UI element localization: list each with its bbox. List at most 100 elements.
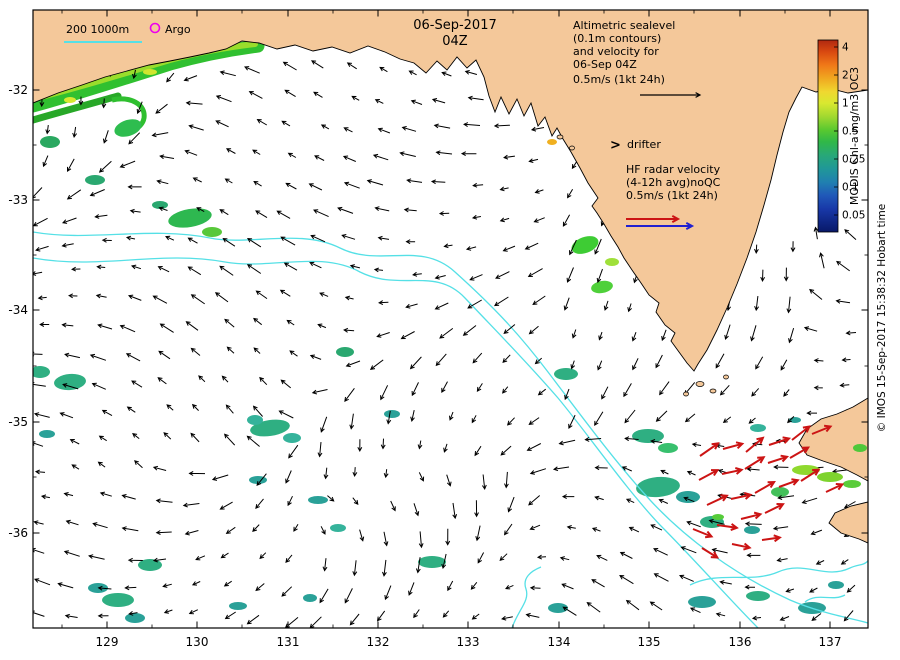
- velocity-arrow: [472, 352, 483, 364]
- chl-patch: [548, 603, 568, 613]
- velocity-arrow: [182, 502, 200, 508]
- velocity-arrow: [721, 467, 744, 475]
- argo-float-icon: [149, 22, 161, 34]
- velocity-arrow: [219, 265, 234, 276]
- velocity-arrow: [61, 322, 74, 328]
- velocity-arrow: [97, 323, 113, 330]
- land-yorke-boot: [798, 397, 868, 482]
- colorbar-gradient: [817, 39, 839, 233]
- velocity-arrow: [722, 441, 745, 450]
- velocity-arrow: [252, 149, 261, 155]
- velocity-arrow: [434, 302, 449, 310]
- velocity-arrow: [279, 289, 291, 297]
- colorbar-tick-label: 4: [842, 42, 849, 54]
- velocity-arrow: [256, 119, 268, 126]
- velocity-arrow: [683, 496, 695, 503]
- velocity-arrow: [811, 613, 822, 621]
- velocity-arrow: [71, 266, 81, 272]
- chl-patch: [605, 258, 619, 266]
- velocity-arrow: [603, 300, 609, 311]
- velocity-arrow: [59, 412, 74, 419]
- velocity-arrow: [211, 474, 229, 481]
- velocity-arrow: [40, 494, 50, 500]
- title-date: 06-Sep-2017: [413, 18, 497, 33]
- velocity-arrow: [221, 375, 229, 383]
- velocity-arrow: [253, 317, 263, 326]
- velocity-arrow: [185, 100, 203, 106]
- contour-line: [804, 594, 846, 603]
- x-tick-label: 132: [367, 635, 390, 649]
- velocity-arrow: [155, 103, 168, 114]
- velocity-arrow: [259, 376, 268, 386]
- velocity-arrow: [33, 520, 44, 525]
- velocity-arrow: [785, 588, 795, 593]
- altimetric-annotation: Altimetric sealevel (0.1m contours) and …: [573, 19, 702, 98]
- velocity-arrow: [740, 511, 763, 520]
- velocity-arrow: [751, 388, 760, 397]
- chl-patch: [229, 602, 247, 610]
- velocity-arrow: [692, 528, 714, 539]
- velocity-arrow: [430, 179, 446, 185]
- velocity-arrow: [255, 498, 264, 510]
- velocity-arrow: [61, 242, 74, 248]
- velocity-arrow: [255, 290, 268, 300]
- velocity-arrow: [314, 155, 325, 161]
- hf-line-3: 0.5m/s (1kt 24h): [626, 189, 718, 202]
- velocity-arrow: [163, 432, 172, 440]
- velocity-arrow: [71, 464, 80, 470]
- velocity-arrow: [788, 327, 795, 344]
- velocity-arrow: [532, 295, 546, 305]
- velocity-arrow: [680, 546, 697, 554]
- velocity-arrow: [280, 379, 292, 389]
- chl-patch: [85, 175, 105, 185]
- chl-patch: [688, 596, 716, 608]
- velocity-arrow: [431, 98, 446, 104]
- velocity-arrow: [285, 470, 292, 484]
- velocity-arrow: [469, 274, 483, 281]
- velocity-arrow: [750, 325, 757, 342]
- chl-patch: [308, 496, 328, 504]
- velocity-arrow: [571, 329, 577, 339]
- velocity-arrow: [476, 383, 483, 392]
- velocity-arrow: [255, 210, 268, 219]
- velocity-arrow: [344, 295, 354, 301]
- velocity-arrow: [526, 443, 542, 451]
- velocity-arrow: [223, 580, 232, 587]
- velocity-arrow: [591, 579, 605, 588]
- velocity-arrow: [284, 89, 296, 98]
- velocity-arrow: [67, 158, 75, 173]
- velocity-arrow: [225, 148, 236, 154]
- chl-patch: [547, 139, 557, 145]
- velocity-arrow: [445, 528, 451, 546]
- velocity-arrow: [594, 238, 602, 255]
- velocity-arrow: [96, 264, 106, 270]
- velocity-arrow: [246, 614, 260, 625]
- colorbar-tick-label: 2: [842, 70, 849, 82]
- velocity-arrow: [809, 288, 823, 300]
- velocity-arrow: [166, 404, 174, 411]
- velocity-arrow: [471, 214, 481, 220]
- velocity-arrow: [284, 617, 299, 628]
- velocity-arrow: [655, 410, 668, 422]
- chl-patch: [283, 433, 301, 443]
- velocity-arrow: [471, 415, 477, 424]
- velocity-arrow: [313, 91, 323, 98]
- velocity-arrow: [62, 217, 77, 224]
- velocity-arrow: [152, 295, 168, 304]
- chl-patch: [418, 556, 446, 568]
- velocity-arrow: [97, 585, 112, 591]
- velocity-arrow: [569, 239, 577, 256]
- velocity-arrow: [215, 120, 229, 128]
- velocity-arrow: [764, 503, 785, 514]
- velocity-arrow: [494, 296, 509, 307]
- velocity-arrow: [132, 69, 137, 80]
- chl-patch: [712, 514, 724, 520]
- velocity-arrow: [152, 557, 167, 563]
- velocity-arrow: [584, 436, 602, 442]
- velocity-arrow: [359, 529, 365, 542]
- velocity-arrow: [259, 552, 267, 560]
- velocity-arrow: [66, 189, 82, 200]
- velocity-arrow: [835, 298, 851, 304]
- velocity-arrow: [441, 381, 448, 394]
- velocity-arrow: [293, 523, 299, 532]
